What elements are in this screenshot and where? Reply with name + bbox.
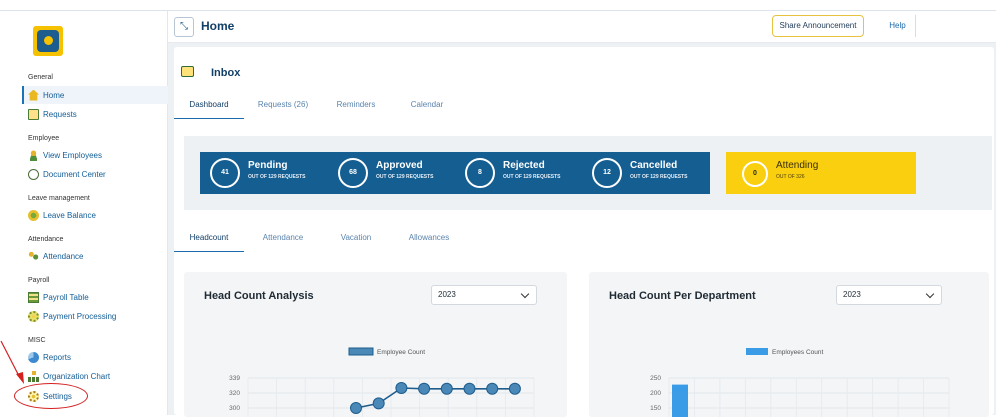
collapse-sidebar-icon[interactable]: ⤡ — [174, 17, 194, 37]
tab-headcount[interactable]: Headcount — [174, 230, 244, 252]
data-point — [395, 382, 408, 394]
sidebar-item-payment-processing[interactable]: Payment Processing — [22, 307, 168, 325]
head-count-analysis-panel: Head Count Analysis 2023 Employee Count 3… — [184, 272, 567, 417]
company-logo[interactable] — [33, 26, 63, 56]
stat-value: 41 — [210, 158, 240, 188]
data-point — [372, 397, 385, 410]
legend-label: Employee Count — [377, 349, 425, 356]
legend-label: Employees Count — [772, 349, 823, 356]
stat-cancelled[interactable]: 12 Cancelled OUT OF 129 REQUESTS — [582, 152, 710, 194]
section-employee: Employee — [28, 135, 60, 142]
sidebar-item-organization-chart[interactable]: Organization Chart — [22, 367, 168, 385]
inbox-title: Inbox — [211, 67, 241, 79]
stat-pending[interactable]: 41 Pending OUT OF 129 REQUESTS — [200, 152, 328, 194]
tab-requests[interactable]: Requests (26) — [257, 100, 309, 109]
inbox-tabs: Dashboard Requests (26) Reminders Calend… — [174, 97, 994, 119]
stat-rejected[interactable]: 8 Rejected OUT OF 129 REQUESTS — [455, 152, 583, 194]
chart-title: Head Count Analysis — [204, 290, 314, 302]
stat-value: 8 — [465, 158, 495, 188]
tab-vacation[interactable]: Vacation — [340, 233, 372, 242]
stat-value: 12 — [592, 158, 622, 188]
y-tick-label: 150 — [650, 405, 661, 412]
top-header: ⤡ Home Share Announcement Help — [168, 11, 996, 43]
sidebar: General Home Requests Employee View Empl… — [0, 11, 168, 415]
sidebar-item-attendance[interactable]: Attendance — [22, 247, 168, 265]
data-point — [350, 402, 362, 414]
share-announcement-button[interactable]: Share Announcement — [772, 15, 864, 37]
bar — [672, 384, 688, 417]
sidebar-item-document-center[interactable]: Document Center — [22, 165, 168, 183]
section-payroll: Payroll — [28, 277, 50, 284]
section-general: General — [28, 74, 53, 81]
y-tick-label: 320 — [229, 390, 240, 397]
year-select[interactable]: 2023 — [431, 285, 537, 305]
payment-icon — [28, 310, 39, 322]
legend-swatch — [746, 348, 768, 355]
head-count-line-chart: Employee Count 339 320 300 — [229, 347, 535, 417]
y-tick-label: 250 — [650, 375, 661, 382]
request-stats-bar: 41 Pending OUT OF 129 REQUESTS 68 Approv… — [200, 152, 710, 194]
employee-icon — [28, 149, 39, 161]
tab-attendance[interactable]: Attendance — [262, 233, 304, 242]
y-tick-label: 300 — [229, 405, 240, 412]
org-chart-icon — [28, 370, 39, 382]
inbox-icon — [181, 66, 194, 77]
leave-balance-icon — [28, 209, 39, 221]
sidebar-item-requests[interactable]: Requests — [22, 105, 168, 123]
tab-dashboard[interactable]: Dashboard — [174, 97, 244, 119]
sidebar-item-reports[interactable]: Reports — [22, 348, 168, 366]
tab-allowances[interactable]: Allowances — [408, 233, 450, 242]
payroll-table-icon — [28, 291, 39, 303]
requests-icon — [28, 108, 39, 120]
help-link[interactable]: Help — [880, 15, 916, 37]
annotation-highlight-ellipse — [14, 383, 88, 409]
sidebar-item-leave-balance[interactable]: Leave Balance — [22, 206, 168, 224]
request-stats-panel: 41 Pending OUT OF 129 REQUESTS 68 Approv… — [184, 136, 992, 210]
sidebar-item-home[interactable]: Home — [22, 86, 168, 104]
year-select[interactable]: 2023 — [836, 285, 942, 305]
y-tick-label: 339 — [229, 375, 240, 382]
sidebar-item-payroll-table[interactable]: Payroll Table — [22, 288, 168, 306]
section-leave-management: Leave management — [28, 195, 90, 202]
stat-value: 0 — [742, 161, 768, 187]
stat-attending[interactable]: 0 Attending OUT OF 326 — [726, 152, 916, 194]
data-point — [418, 382, 431, 395]
sidebar-item-view-employees[interactable]: View Employees — [22, 146, 168, 164]
attendance-icon — [28, 250, 39, 262]
chart-title: Head Count Per Department — [609, 290, 756, 302]
head-count-bar-chart: Employees Count 250 200 150 — [650, 348, 950, 417]
stat-value: 68 — [338, 158, 368, 188]
document-search-icon — [28, 168, 39, 180]
dashboard-sub-tabs: Headcount Attendance Vacation Allowances — [174, 230, 994, 252]
legend-swatch — [348, 347, 374, 356]
data-point — [508, 382, 521, 395]
section-misc: MISC — [28, 337, 46, 344]
pie-chart-icon — [28, 351, 39, 363]
head-count-per-department-panel: Head Count Per Department 2023 Employees… — [589, 272, 989, 417]
tab-calendar[interactable]: Calendar — [410, 100, 444, 109]
data-point — [463, 382, 476, 395]
main-content: Inbox Dashboard Requests (26) Reminders … — [168, 43, 996, 417]
home-icon — [28, 89, 39, 101]
y-tick-label: 200 — [650, 390, 661, 397]
data-point — [486, 382, 499, 395]
section-attendance: Attendance — [28, 236, 64, 243]
tab-reminders[interactable]: Reminders — [336, 100, 376, 109]
data-point — [440, 382, 453, 395]
annotation-arrow — [0, 340, 24, 384]
top-border — [0, 10, 996, 11]
stat-approved[interactable]: 68 Approved OUT OF 129 REQUESTS — [328, 152, 456, 194]
page-title: Home — [201, 19, 235, 33]
inbox-card: Inbox Dashboard Requests (26) Reminders … — [174, 47, 994, 417]
